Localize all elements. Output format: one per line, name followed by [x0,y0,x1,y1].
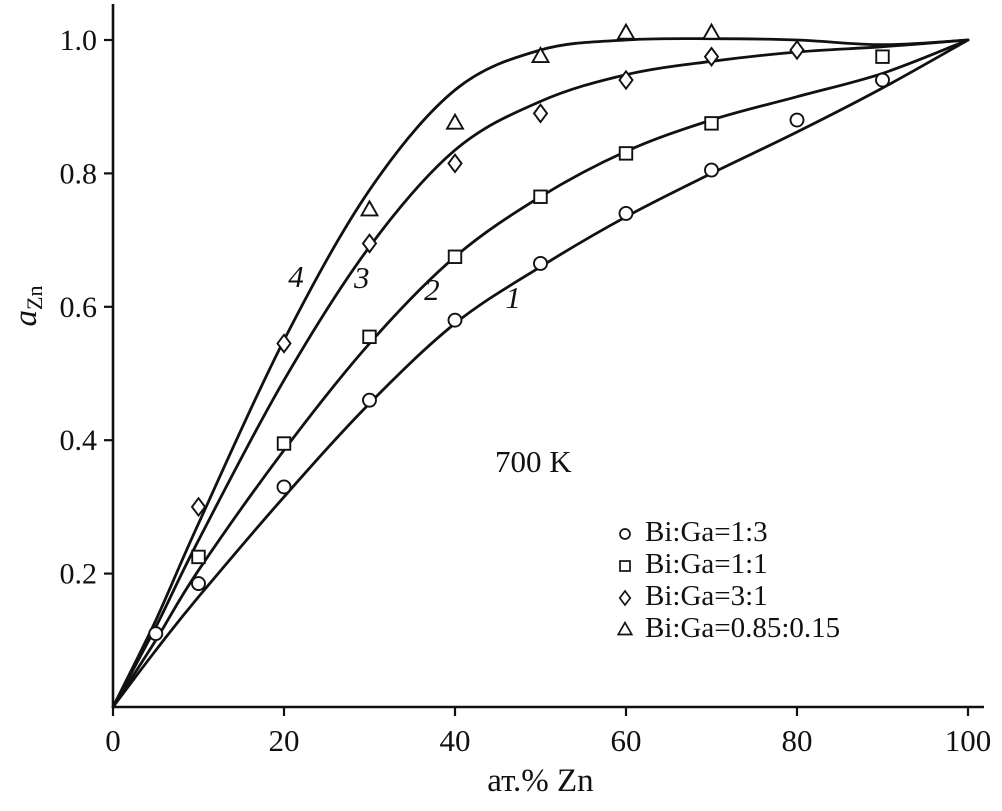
marker-diamond [703,46,720,67]
marker-circle [148,626,164,642]
curve-number-label: 4 [288,259,304,294]
marker-triangle [616,22,636,40]
legend-marker-triangle-icon [616,620,634,635]
marker-square [875,49,890,64]
marker-circle [191,576,206,592]
marker-diamond [789,39,805,61]
marker-square [619,559,631,572]
x-tick-label: 0 [105,723,121,758]
marker-diamond [532,103,549,124]
y-tick-label: 1.0 [60,24,98,57]
marker-square [533,189,548,204]
marker-square [191,549,206,565]
marker-diamond [190,496,207,518]
y-tick-label: 0.2 [60,558,98,591]
marker-circle [875,72,890,88]
curve-2 [111,38,970,709]
legend-marker-diamond-icon [618,589,632,606]
marker-triangle [445,112,465,130]
legend-label: Bi:Ga=1:3 [645,516,768,548]
marker-circle [362,392,377,408]
y-tick-label: 0.8 [60,157,98,190]
marker-diamond [618,589,632,606]
legend-item: Bi:Ga=1:3 [612,517,840,548]
y-axis-title: aZn [8,256,48,356]
legend-label: Bi:Ga=0.85:0.15 [645,612,841,644]
legend: Bi:Ga=1:3 Bi:Ga=1:1 Bi:Ga=3:1 Bi:Ga=0.85… [612,517,840,645]
legend-item: Bi:Ga=3:1 [612,581,840,612]
marker-circle [619,527,631,540]
marker-triangle [701,22,722,40]
curve-1 [111,38,970,709]
y-axis-title-subscript: Zn [22,285,47,310]
marker-diamond [276,333,292,354]
marker-triangle [359,199,380,217]
y-axis-title-symbol: a [8,309,44,327]
x-tick-label: 100 [945,723,992,758]
y-tick-label: 0.6 [60,291,98,324]
y-tick-label: 0.4 [60,424,98,457]
marker-circle [789,112,805,128]
legend-item: Bi:Ga=0.85:0.15 [612,613,840,644]
marker-triangle [616,620,634,635]
marker-square [362,329,377,345]
curve-number-label: 3 [353,260,370,295]
marker-square [276,436,292,451]
legend-label: Bi:Ga=3:1 [645,580,768,612]
marker-circle [533,255,548,271]
curve-number-label: 1 [505,280,521,315]
marker-circle [276,479,292,495]
marker-diamond [618,69,634,91]
x-tick-label: 20 [269,723,300,758]
marker-square [618,146,634,161]
temperature-annotation: 700 K [495,444,572,479]
legend-item: Bi:Ga=1:1 [612,549,840,580]
x-tick-label: 60 [611,723,642,758]
marker-circle [704,162,719,178]
x-tick-label: 80 [782,723,813,758]
marker-triangle [530,46,551,63]
legend-marker-square-icon [619,559,631,572]
marker-diamond [361,233,378,254]
marker-circle [618,205,634,221]
marker-square [704,116,719,131]
x-axis-title: ат.% Zn [487,763,594,799]
legend-marker-circle-icon [619,527,631,540]
marker-square [447,249,463,264]
marker-diamond [447,153,463,174]
legend-label: Bi:Ga=1:1 [645,548,768,580]
x-tick-label: 40 [440,723,471,758]
curve-number-label: 2 [424,272,440,307]
marker-circle [447,312,463,328]
